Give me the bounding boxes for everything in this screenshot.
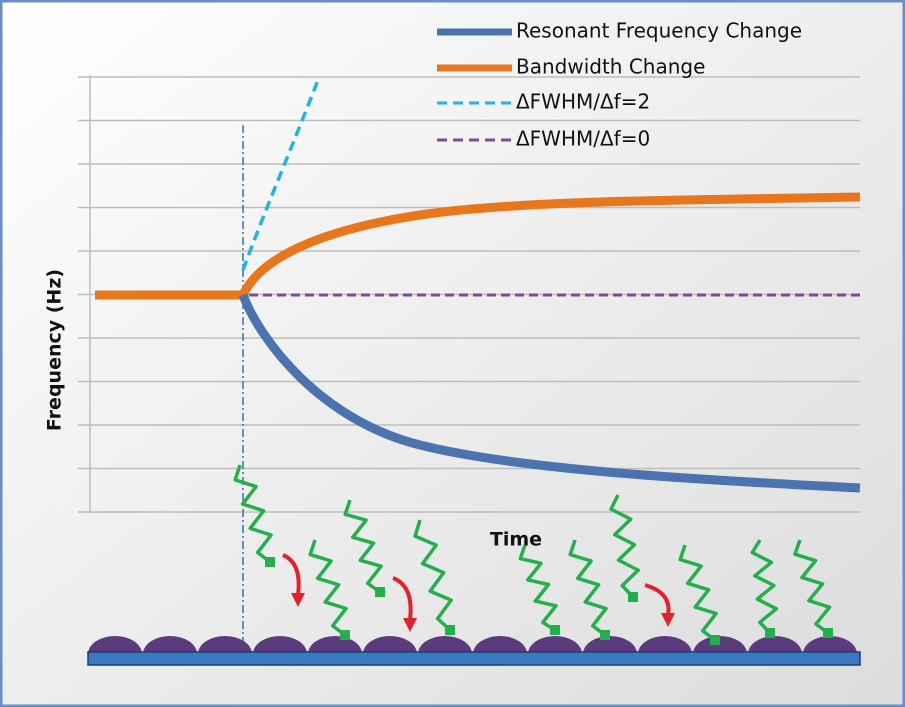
molecule-anchor — [265, 557, 275, 567]
legend-label: ΔFWHM/Δf=0 — [516, 127, 650, 151]
molecule-anchor — [710, 635, 720, 645]
molecule-anchor — [550, 625, 560, 635]
legend-label: Bandwidth Change — [516, 55, 705, 79]
legend-label: Resonant Frequency Change — [516, 19, 802, 43]
molecule-anchor — [375, 587, 385, 597]
molecule-anchor — [340, 630, 350, 640]
molecule-anchor — [628, 592, 638, 602]
molecule-anchor — [445, 625, 455, 635]
molecule-anchor — [600, 630, 610, 640]
figure: Resonant Frequency Change Bandwidth Chan… — [0, 0, 905, 707]
molecule-anchor — [823, 628, 833, 638]
molecule-anchor — [765, 628, 775, 638]
substrate — [88, 652, 860, 665]
x-axis-label: Time — [490, 529, 542, 551]
y-axis-label: Frequency (Hz) — [44, 269, 66, 431]
page: Resonant Frequency Change Bandwidth Chan… — [0, 0, 905, 707]
legend-label: ΔFWHM/Δf=2 — [516, 90, 650, 114]
